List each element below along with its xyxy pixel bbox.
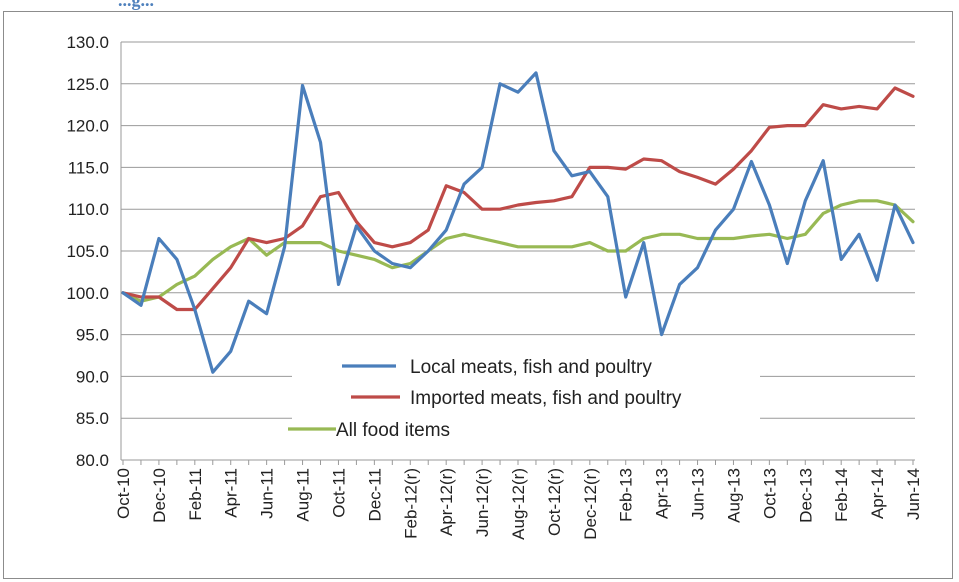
x-tick-label: Feb-13 <box>617 468 636 522</box>
y-tick-label: 80.0 <box>76 451 109 470</box>
x-tick-label: Apr-14 <box>868 468 887 519</box>
x-tick-label: Apr-11 <box>222 468 241 518</box>
x-tick-label: Dec-13 <box>796 468 815 523</box>
x-tick-label: Jun-12(r) <box>473 468 492 537</box>
x-tick-label: Dec-11 <box>365 468 384 522</box>
series-line-0 <box>121 71 915 374</box>
y-tick-label: 95.0 <box>76 326 109 345</box>
x-axis-tick-labels: Oct-10 Dec-10 Feb-11 Apr-11 Jun-11 Aug-11 Oct-… <box>114 468 923 540</box>
caption-text: ...g... <box>118 0 154 10</box>
x-tick-label: Jun-13 <box>689 468 708 520</box>
y-tick-label: 100.0 <box>66 284 109 303</box>
x-tick-label: Jun-11 <box>258 468 277 519</box>
x-tick-label: Feb-12(r) <box>401 468 420 539</box>
y-tick-label: 85.0 <box>76 409 109 428</box>
legend-label: All food items <box>336 420 450 441</box>
x-tick-label: Apr-13 <box>653 468 672 519</box>
x-tick-label: Oct-12(r) <box>545 468 564 536</box>
legend-label: Local meats, fish and poultry <box>410 357 652 378</box>
y-axis-tick-labels: 80.0 85.0 90.0 95.0 100.0 105.0 110.0 115.0 120.… <box>66 33 109 470</box>
x-tick-label: Dec-10 <box>150 468 169 523</box>
x-tick-label: Aug-13 <box>724 468 743 523</box>
legend: Local meats, fish and poultry Imported me… <box>288 355 760 443</box>
x-tick-label: Feb-14 <box>832 468 851 522</box>
y-tick-label: 125.0 <box>66 75 109 94</box>
series-line-1 <box>121 86 915 312</box>
legend-box <box>292 355 760 443</box>
series-lines <box>121 71 915 374</box>
x-tick-label: Jun-14 <box>904 468 923 520</box>
x-tick-label: Aug-12(r) <box>509 468 528 540</box>
x-tick-label: Oct-13 <box>760 468 779 519</box>
x-tick-label: Feb-11 <box>186 468 205 521</box>
y-tick-label: 90.0 <box>76 367 109 386</box>
series-line-2 <box>121 199 915 303</box>
x-tick-label: Apr-12(r) <box>437 468 456 536</box>
x-tick-label: Aug-11 <box>294 468 313 522</box>
y-tick-label: 115.0 <box>68 158 109 177</box>
x-tick-label: Dec-12(r) <box>581 468 600 540</box>
y-tick-label: 120.0 <box>66 117 109 136</box>
y-tick-label: 130.0 <box>66 33 109 52</box>
legend-label: Imported meats, fish and poultry <box>410 388 682 409</box>
x-tick-label: Oct-11 <box>329 468 348 518</box>
y-tick-label: 110.0 <box>68 200 109 219</box>
y-tick-label: 105.0 <box>66 242 109 261</box>
x-tick-label: Oct-10 <box>114 468 133 519</box>
